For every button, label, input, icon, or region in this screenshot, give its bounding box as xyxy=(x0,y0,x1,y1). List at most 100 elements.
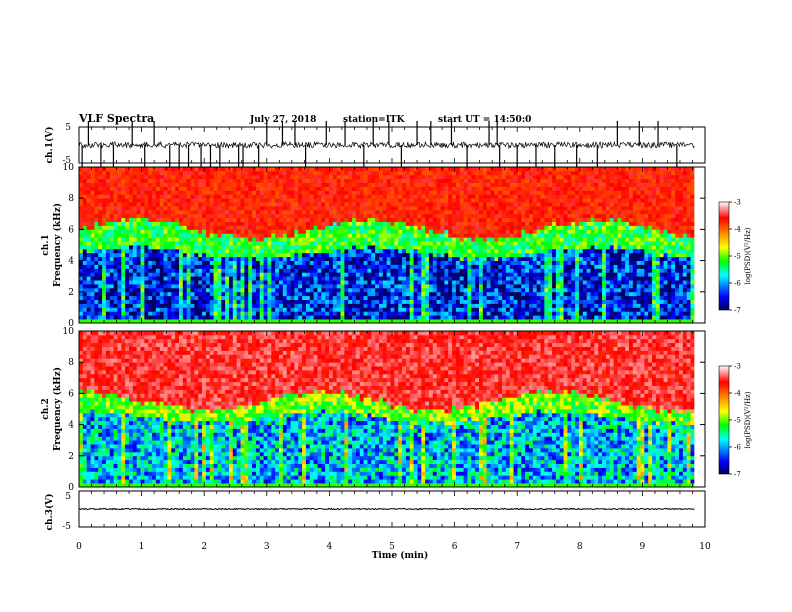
spectrogram-cell xyxy=(382,295,388,300)
spectrogram-cell xyxy=(355,303,361,308)
spectrogram-cell xyxy=(152,174,157,180)
spectrogram-cell xyxy=(425,221,430,226)
spectrogram-cell xyxy=(398,307,403,312)
spectrogram-cell xyxy=(125,209,130,215)
spectrogram-cell xyxy=(194,170,199,176)
spectrogram-cell xyxy=(421,248,426,254)
spectrogram-cell xyxy=(209,202,215,207)
spectrogram-cell xyxy=(494,303,499,308)
spectrogram-cell xyxy=(482,248,488,254)
spectrogram-cell xyxy=(467,190,472,195)
spectrogram-cell xyxy=(286,198,291,203)
spectrogram-cell xyxy=(79,233,84,238)
spectrogram-cell xyxy=(278,252,284,258)
spectrogram-cell xyxy=(309,190,315,195)
spectrogram-cell xyxy=(340,217,345,222)
spectrogram-cell xyxy=(148,186,153,191)
spectrogram-cell xyxy=(255,217,261,222)
spectrogram-cell xyxy=(409,284,414,289)
spectrogram-cell xyxy=(228,245,234,250)
spectrogram-cell xyxy=(136,198,141,203)
spectrogram-cell xyxy=(294,311,299,316)
spectrogram-cell xyxy=(194,252,199,258)
spectrogram-cell xyxy=(386,206,391,211)
spectrogram-cell xyxy=(263,217,268,222)
spectrogram-cell xyxy=(336,237,341,242)
spectrogram-cell xyxy=(121,233,126,238)
spectrogram-cell xyxy=(102,186,107,191)
spectrogram-cell xyxy=(463,209,468,215)
spectrogram-cell xyxy=(252,307,257,312)
spectrogram-cell xyxy=(352,198,357,203)
spectrogram-cell xyxy=(86,319,91,324)
spectrogram-cell xyxy=(232,276,238,281)
spectrogram-cell xyxy=(213,311,218,316)
spectrogram-cell xyxy=(428,248,434,254)
spectrogram-cell xyxy=(432,233,438,238)
spectrogram-cell xyxy=(325,295,330,300)
spectrogram-cell xyxy=(167,245,172,250)
spectrogram-cell xyxy=(405,260,411,265)
spectrogram-cell xyxy=(332,233,338,238)
spectrogram-cell xyxy=(367,291,372,297)
spectrogram-cell xyxy=(494,170,499,176)
spectrogram-cell xyxy=(544,186,549,191)
spectrogram-cell xyxy=(263,311,268,316)
spectrogram-cell xyxy=(428,291,434,297)
spectrogram-cell xyxy=(167,209,172,215)
spectrogram-cell xyxy=(244,206,249,211)
spectrogram-cell xyxy=(317,178,322,183)
spectrogram-cell xyxy=(494,307,499,312)
spectrogram-cell xyxy=(140,233,145,238)
spectrogram-cell xyxy=(217,268,222,273)
spectrogram-cell xyxy=(409,178,414,183)
spectrogram-cell xyxy=(332,167,338,172)
spectrogram-cell xyxy=(355,237,361,242)
spectrogram-cell xyxy=(244,272,249,277)
spectrogram-cell xyxy=(494,280,499,285)
spectrogram-cell xyxy=(513,217,518,222)
spectrogram-cell xyxy=(509,170,514,176)
spectrogram-cell xyxy=(436,252,441,258)
spectrogram-cell xyxy=(221,307,226,312)
spectrogram-cell xyxy=(121,295,126,300)
spectrogram-cell xyxy=(129,287,134,293)
spectrogram-cell xyxy=(294,241,299,246)
spectrogram-cell xyxy=(328,256,334,261)
spectrogram-cell xyxy=(367,237,372,242)
spectrogram-cell xyxy=(528,276,534,281)
spectrogram-cell xyxy=(486,287,491,293)
spectrogram-cell xyxy=(486,202,491,207)
spectrogram-cell xyxy=(525,248,530,254)
spectrogram-cell xyxy=(302,221,307,226)
spectrogram-cell xyxy=(494,276,499,281)
spectrogram-cell xyxy=(109,248,115,254)
spectrogram-cell xyxy=(482,284,488,289)
spectrogram-cell xyxy=(528,252,534,258)
spectrogram-cell xyxy=(486,170,491,176)
spectrogram-cell xyxy=(371,287,376,293)
spectrogram-cell xyxy=(448,284,453,289)
spectrogram-cell xyxy=(448,307,453,312)
spectrogram-cell xyxy=(105,319,111,324)
spectrogram-cell xyxy=(390,229,395,234)
spectrogram-cell xyxy=(144,260,149,265)
spectrogram-cell xyxy=(179,217,184,222)
spectrogram-cell xyxy=(129,209,134,215)
spectrogram-cell xyxy=(525,190,530,195)
spectrogram-cell xyxy=(94,213,99,219)
spectrogram-cell xyxy=(325,241,330,246)
spectrogram-cell xyxy=(105,217,111,222)
spectrogram-cell xyxy=(179,307,184,312)
spectrogram-cell xyxy=(544,252,549,258)
spectrogram-cell xyxy=(363,287,368,293)
spectrogram-cell xyxy=(536,174,541,180)
spectrogram-cell xyxy=(294,276,299,281)
spectrogram-cell xyxy=(417,256,422,261)
spectrogram-cell xyxy=(259,198,265,203)
spectrogram-cell xyxy=(336,190,341,195)
spectrogram-cell xyxy=(498,174,503,180)
spectrogram-cell xyxy=(532,299,538,304)
spectrogram-cell xyxy=(548,233,553,238)
spectrogram-cell xyxy=(367,229,372,234)
